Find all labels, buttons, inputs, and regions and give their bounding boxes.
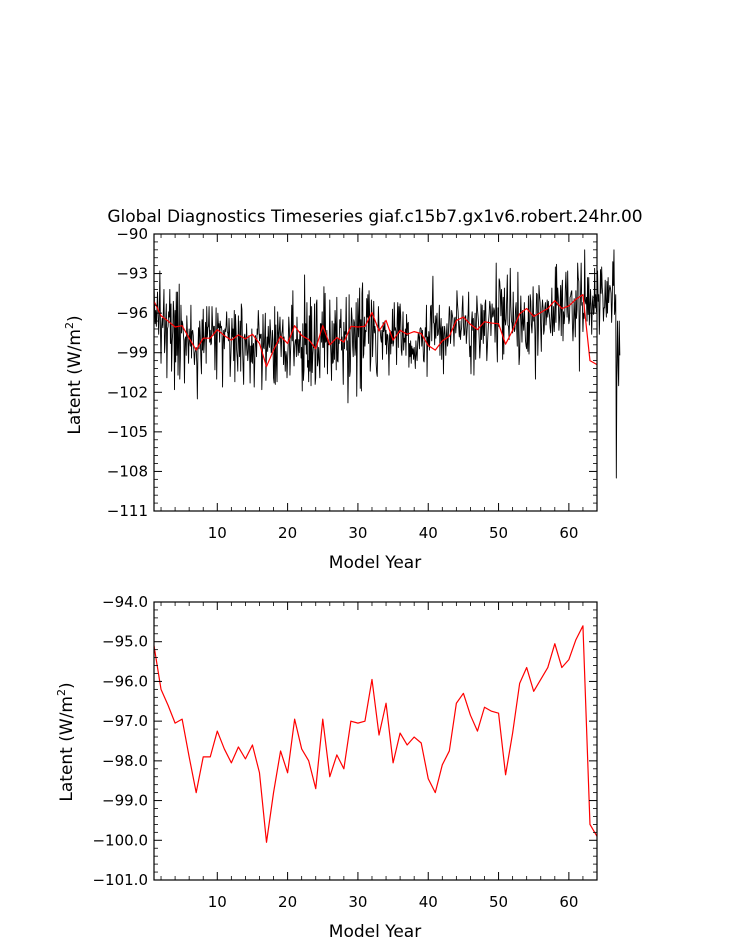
top-x-tick-label: 50 [489, 524, 508, 542]
top-y-tick-label: −108 [107, 462, 148, 480]
bottom-x-tick-label: 50 [489, 893, 508, 911]
top-y-tick-label: −90 [116, 225, 148, 243]
bottom-y-axis-label-close: ) [57, 682, 77, 689]
bottom-y-tick-label: −94.0 [102, 593, 148, 611]
top-y-tick-label: −93 [116, 265, 148, 283]
bottom-series-group [153, 625, 598, 843]
bottom-x-tick-label: 40 [419, 893, 438, 911]
top-x-tick-label: 10 [208, 524, 227, 542]
bottom-y-axis-label-sup: 2 [55, 689, 68, 696]
top-monthly-series-line [153, 249, 621, 479]
top-y-axis-label-sup: 2 [63, 322, 76, 329]
top-annual-mean-series-line [153, 294, 598, 368]
bottom-x-tick-label: 10 [208, 893, 227, 911]
bottom-y-tick-label: −95.0 [102, 633, 148, 651]
top-x-tick-label: 40 [419, 524, 438, 542]
top-x-tick-label: 30 [348, 524, 367, 542]
top-y-tick-label: −96 [116, 304, 148, 322]
bottom-y-tick-label: −98.0 [102, 752, 148, 770]
top-x-axis-label: Model Year [329, 553, 421, 573]
top-y-tick-label: −105 [107, 423, 148, 441]
figure-title: Global Diagnostics Timeseries giaf.c15b7… [107, 207, 642, 227]
top-plot-frame [153, 233, 598, 512]
bottom-y-tick-label: −97.0 [102, 712, 148, 730]
bottom-y-tick-label: −96.0 [102, 672, 148, 690]
top-ticks-group: 10 20 30 40 50 60 −111 −108 −105 −102 −99 −96 −93 −90 [107, 225, 598, 542]
top-y-tick-label: −99 [116, 344, 148, 362]
bottom-x-tick-label: 20 [278, 893, 297, 911]
bottom-plot-frame [153, 601, 598, 881]
bottom-ticks-group: 10 20 30 40 50 60 −101.0 −100.0 −99.0 −98.0 −97.0 −… [92, 593, 598, 911]
top-y-axis-label-close: ) [65, 315, 85, 322]
top-series-group [153, 249, 621, 479]
bottom-annual-panel: 10 20 30 40 50 60 −101.0 −100.0 −99.0 −98.0 −97.0 −… [55, 593, 598, 942]
bottom-x-axis-label: Model Year [329, 922, 421, 942]
bottom-y-tick-label: −100.0 [92, 831, 148, 849]
top-y-axis-label-main: Latent (W/m [65, 329, 85, 435]
top-x-tick-label: 20 [278, 524, 297, 542]
bottom-annual-mean-series-line [153, 625, 598, 843]
bottom-y-tick-label: −101.0 [92, 871, 148, 889]
top-y-tick-label: −102 [107, 383, 148, 401]
bottom-y-axis-label: Latent (W/m2) [55, 682, 77, 801]
bottom-y-axis-label-main: Latent (W/m [57, 696, 77, 802]
bottom-x-tick-label: 30 [348, 893, 367, 911]
bottom-x-tick-label: 60 [559, 893, 578, 911]
bottom-y-tick-label: −99.0 [102, 792, 148, 810]
top-y-axis-label: Latent (W/m2) [63, 315, 85, 434]
top-x-tick-label: 60 [559, 524, 578, 542]
top-y-tick-label: −111 [107, 502, 148, 520]
top-timeseries-panel: 10 20 30 40 50 60 −111 −108 −105 −102 −99 −96 −93 −90… [63, 225, 621, 573]
